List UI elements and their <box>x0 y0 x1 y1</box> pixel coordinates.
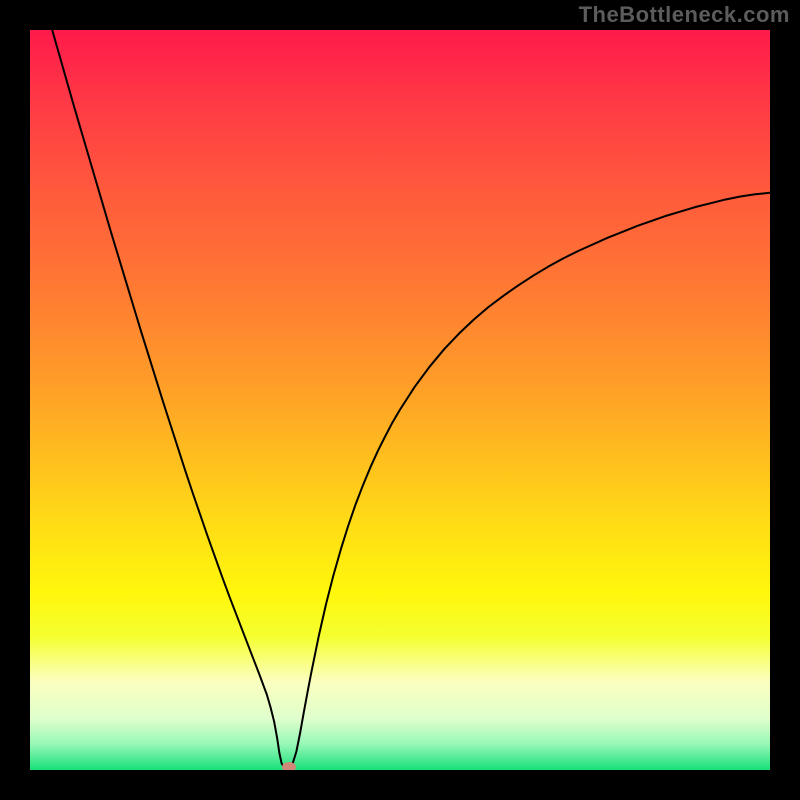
bottleneck-chart <box>0 0 800 800</box>
chart-container: TheBottleneck.com <box>0 0 800 800</box>
watermark-text: TheBottleneck.com <box>579 2 790 28</box>
plot-background-gradient <box>30 30 770 770</box>
